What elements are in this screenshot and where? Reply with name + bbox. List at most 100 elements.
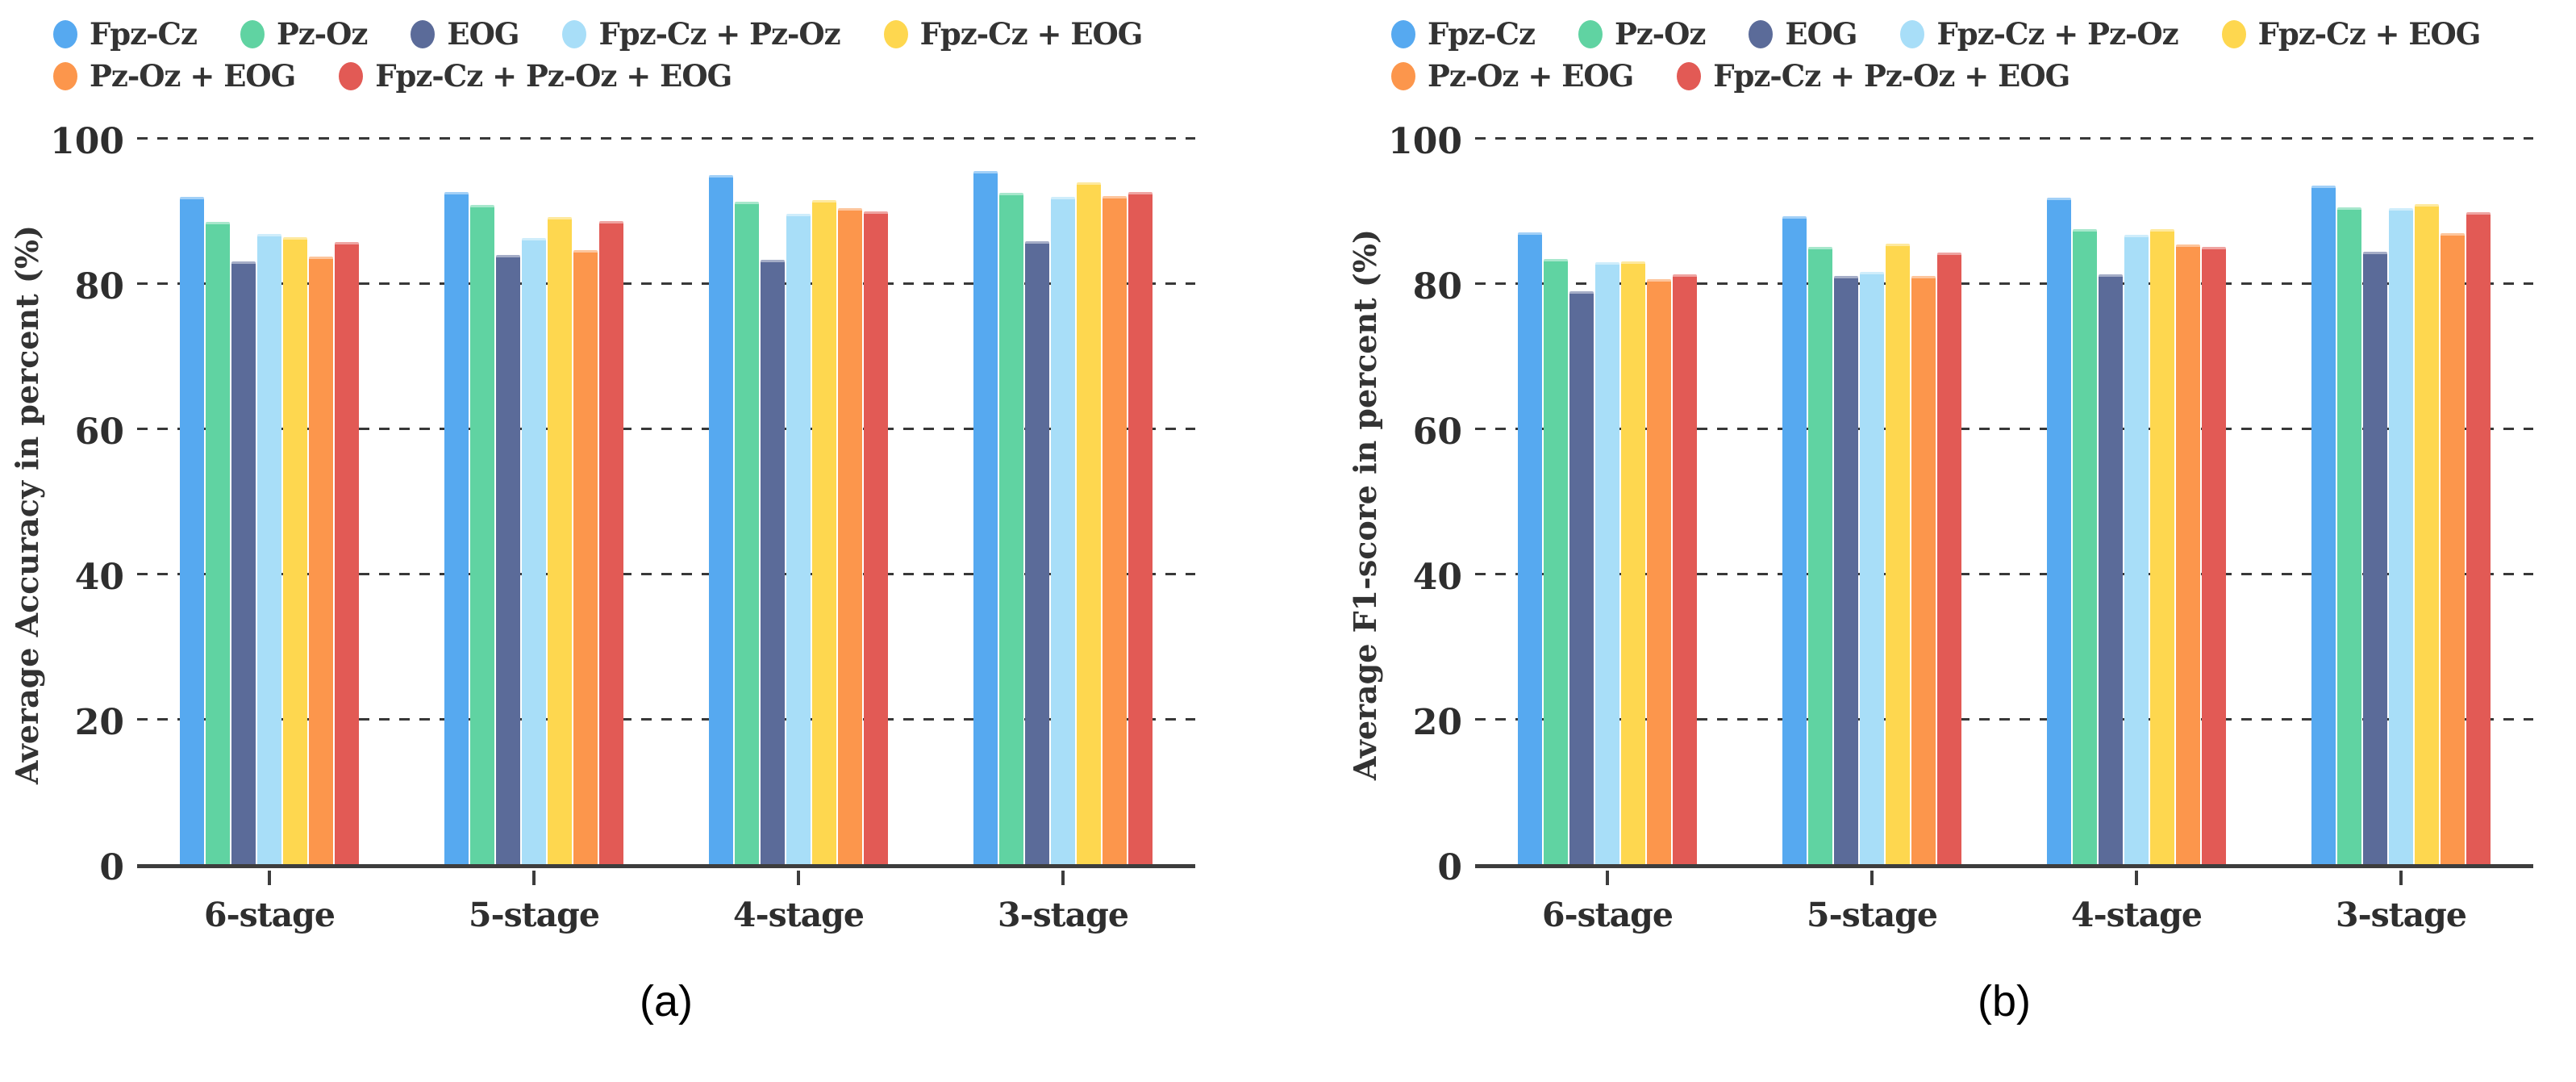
legend-swatch-circle-icon (883, 19, 908, 48)
bar-group-6-stage (180, 142, 359, 864)
gridline-80 (137, 282, 1195, 285)
gridline-40 (137, 573, 1195, 575)
bar-Fpz-Cz + Pz-Oz-5-stage (1860, 271, 1884, 864)
bar-Pz-Oz-5-stage (470, 204, 494, 864)
legend-swatch-circle-icon (339, 61, 364, 90)
x-tick-label-6-stage: 6-stage (204, 896, 336, 934)
legend-item-Fpz-Cz + Pz-Oz + EOG: Fpz-Cz + Pz-Oz + EOG (339, 58, 732, 94)
gridline-20 (137, 718, 1195, 721)
bar-group-3-stage (973, 142, 1153, 864)
bar-Fpz-Cz + Pz-Oz-4-stage (786, 213, 811, 864)
bar-EOG-5-stage (1834, 276, 1858, 864)
legend-swatch-circle-icon (1391, 19, 1415, 48)
bar-Pz-Oz + EOG-4-stage (2176, 244, 2200, 864)
x-tick-label-4-stage: 4-stage (733, 896, 865, 934)
panel-b-inner: Fpz-Cz Pz-Oz EOG Fpz-Cz + Pz-Oz Fpz-Cz + EOG… (1338, 13, 2576, 1026)
bar-Fpz-Cz + EOG-4-stage (2150, 228, 2174, 864)
chart-panel-a: Fpz-Cz Pz-Oz EOG Fpz-Cz + Pz-Oz Fpz-Cz + EOG… (0, 0, 1288, 1026)
y-axis-title: Average F1-score in percent (%) (1346, 229, 1383, 781)
bar-Fpz-Cz + Pz-Oz + EOG-5-stage (1937, 253, 1961, 864)
bar-Pz-Oz-4-stage (735, 202, 759, 864)
bar-Fpz-Cz + EOG-3-stage (1077, 182, 1101, 864)
legend-label: Fpz-Cz + Pz-Oz (1936, 16, 2178, 52)
legend-label: Pz-Oz (1614, 16, 1706, 52)
plot-area (1475, 137, 2533, 868)
y-tick-label-20: 20 (74, 702, 124, 743)
legend-item-Pz-Oz: Pz-Oz (1578, 16, 1706, 52)
y-tick-label-60: 60 (74, 411, 124, 453)
bar-Fpz-Cz + EOG-3-stage (2415, 203, 2439, 864)
bar-Fpz-Cz + EOG-6-stage (1621, 261, 1645, 864)
legend-item-Fpz-Cz: Fpz-Cz (53, 16, 198, 52)
bar-Pz-Oz-5-stage (1808, 247, 1832, 864)
y-tick-label-40: 40 (1412, 557, 1462, 598)
figure: Fpz-Cz Pz-Oz EOG Fpz-Cz + Pz-Oz Fpz-Cz + EOG… (0, 0, 2576, 1026)
y-axis-title: Average Accuracy in percent (%) (8, 225, 45, 785)
bar-group-4-stage (2047, 142, 2226, 864)
gridline-20 (1475, 718, 2533, 721)
legend-swatch-circle-icon (1391, 61, 1415, 90)
bar-Fpz-Cz + Pz-Oz-4-stage (2124, 234, 2149, 864)
x-tick-label-6-stage: 6-stage (1542, 896, 1674, 934)
bar-Fpz-Cz + Pz-Oz + EOG-3-stage (2466, 211, 2491, 864)
bar-Fpz-Cz + Pz-Oz + EOG-4-stage (864, 211, 888, 864)
legend-label: Fpz-Cz + EOG (2257, 16, 2482, 52)
bar-Fpz-Cz-4-stage (709, 174, 733, 864)
y-tick-label-60: 60 (1412, 411, 1462, 453)
legend-row-2: Pz-Oz + EOG Fpz-Cz + Pz-Oz + EOG (1391, 55, 2576, 97)
bar-EOG-6-stage (1569, 290, 1594, 864)
y-tick-label-80: 80 (74, 266, 124, 307)
bar-Fpz-Cz-3-stage (2311, 185, 2336, 864)
y-axis-ticks: 0 20 40 60 80 100 (50, 121, 137, 888)
bar-Pz-Oz-6-stage (1544, 259, 1568, 864)
bar-Fpz-Cz + Pz-Oz + EOG-6-stage (335, 241, 359, 864)
y-tick-label-20: 20 (1412, 702, 1462, 743)
bar-EOG-5-stage (496, 254, 520, 864)
bar-Fpz-Cz-5-stage (1782, 216, 1807, 864)
legend-swatch-circle-icon (562, 19, 587, 48)
chart-panel-b: Fpz-Cz Pz-Oz EOG Fpz-Cz + Pz-Oz Fpz-Cz + EOG… (1288, 0, 2576, 1026)
y-tick-label-40: 40 (74, 557, 124, 598)
bar-Pz-Oz-3-stage (999, 193, 1023, 864)
legend-item-EOG: EOG (1749, 16, 1857, 52)
legend-label: Fpz-Cz + EOG (919, 16, 1144, 52)
bar-group-3-stage (2311, 142, 2491, 864)
x-axis-labels: 6-stage 5-stage 4-stage 3-stage (1475, 896, 2533, 934)
y-tick-label-80: 80 (1412, 266, 1462, 307)
bar-Fpz-Cz + Pz-Oz-3-stage (2389, 208, 2413, 864)
y-axis-title-column: Average Accuracy in percent (%) (0, 142, 53, 868)
legend-item-Fpz-Cz + Pz-Oz: Fpz-Cz + Pz-Oz (562, 16, 841, 52)
bar-EOG-3-stage (1025, 240, 1049, 864)
legend-item-Pz-Oz + EOG: Pz-Oz + EOG (1391, 58, 1634, 94)
bar-Pz-Oz + EOG-5-stage (1911, 276, 1936, 864)
gridline-100 (137, 137, 1195, 140)
chart-area: Average F1-score in percent (%) 0 20 40 60 8… (1338, 121, 2576, 888)
x-axis-labels: 6-stage 5-stage 4-stage 3-stage (137, 896, 1195, 934)
bar-group-6-stage (1518, 142, 1697, 864)
legend-label: Pz-Oz + EOG (90, 58, 296, 94)
y-tick-label-100: 100 (50, 121, 124, 162)
bar-Fpz-Cz + EOG-5-stage (1886, 244, 1910, 864)
gridline-60 (1475, 428, 2533, 430)
subfigure-caption: (b) (1978, 977, 2031, 1026)
bar-Fpz-Cz + Pz-Oz + EOG-6-stage (1673, 274, 1697, 864)
y-tick-label-0: 0 (1437, 847, 1462, 888)
bar-Fpz-Cz + Pz-Oz-6-stage (1595, 261, 1619, 864)
legend-label: Fpz-Cz + Pz-Oz (598, 16, 840, 52)
bar-EOG-6-stage (231, 261, 256, 864)
chart-area: Average Accuracy in percent (%) 0 20 40 60 8… (0, 121, 1288, 888)
bar-EOG-3-stage (2363, 252, 2387, 864)
bar-Pz-Oz-3-stage (2337, 207, 2361, 864)
legend-swatch-circle-icon (411, 19, 436, 48)
legend-item-Pz-Oz + EOG: Pz-Oz + EOG (53, 58, 296, 94)
bar-Pz-Oz + EOG-3-stage (2441, 232, 2465, 864)
bar-Fpz-Cz + Pz-Oz + EOG-3-stage (1128, 191, 1153, 864)
bar-Fpz-Cz + EOG-4-stage (812, 200, 836, 864)
legend-row-2: Pz-Oz + EOG Fpz-Cz + Pz-Oz + EOG (53, 55, 1288, 97)
bar-Fpz-Cz + Pz-Oz-3-stage (1051, 196, 1075, 864)
legend: Fpz-Cz Pz-Oz EOG Fpz-Cz + Pz-Oz Fpz-Cz + EOG… (53, 13, 1288, 97)
bar-Pz-Oz + EOG-6-stage (309, 256, 333, 864)
bar-Fpz-Cz + Pz-Oz-6-stage (257, 233, 281, 864)
bar-Fpz-Cz + Pz-Oz-5-stage (522, 238, 546, 864)
x-tick-label-5-stage: 5-stage (1807, 896, 1938, 934)
